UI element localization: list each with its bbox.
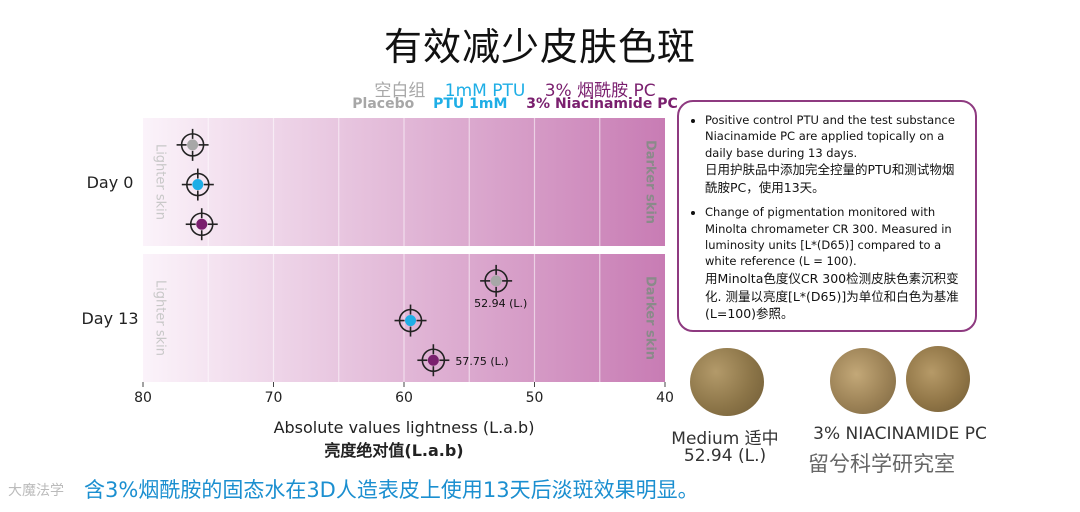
legend-placebo-en: Placebo: [352, 96, 415, 112]
panel-label: Day 13: [81, 309, 138, 328]
info-item-1: Positive control PTU and the test substa…: [705, 112, 965, 196]
x-tick-label: 40: [656, 390, 674, 406]
skin-swatch-medium: [690, 348, 764, 416]
info-item-2-cn: 用Minolta色度仪CR 300检测皮肤色素沉积变化. 测量以亮度[L*(D6…: [705, 270, 959, 322]
darker-skin-label: Darker skin: [643, 140, 658, 224]
info-box: Positive control PTU and the test substa…: [677, 100, 977, 332]
legend-niacinamide-en: 3% Niacinamide PC: [526, 96, 678, 112]
info-item-2: Change of pigmentation monitored with Mi…: [705, 204, 965, 323]
page-title: 有效减少皮肤色斑: [383, 25, 696, 69]
x-tick-label: 50: [526, 390, 544, 406]
darker-skin-label: Darker skin: [643, 276, 658, 360]
skin-swatch-niacinamide-1: [830, 348, 896, 414]
data-point-niacinamide: [196, 218, 208, 230]
data-point-niacinamide: [427, 354, 439, 366]
data-label-niacinamide: 57.75 (L.): [455, 355, 508, 368]
info-item-1-cn: 日用护肤品中添加完全控量的PTU和测试物烟酰胺PC，使用13天。: [705, 161, 955, 195]
legend-ptu-en: PTU 1mM: [433, 96, 508, 112]
x-axis-label: Absolute values lightness (L.a.b): [274, 418, 535, 437]
panel-label: Day 0: [87, 173, 134, 192]
legend-placebo-cn: 空白组: [374, 81, 426, 101]
swatch-medium-label: Medium 适中: [671, 429, 779, 449]
lighter-skin-label: Lighter skin: [153, 144, 168, 220]
legend-en: Placebo PTU 1mM 3% Niacinamide PC: [305, 96, 725, 112]
watermark-right: 留兮科学研究室: [808, 452, 955, 476]
legend-ptu-cn: 1mM PTU: [444, 81, 526, 101]
caption: 含3%烟酰胺的固态水在3D人造表皮上使用13天后淡斑效果明显。: [84, 478, 699, 502]
skin-swatch-niacinamide-2: [906, 346, 970, 412]
x-tick-label: 80: [134, 390, 152, 406]
info-item-2-en: Change of pigmentation monitored with Mi…: [705, 205, 952, 269]
info-item-1-en: Positive control PTU and the test substa…: [705, 113, 955, 160]
swatch-medium-value: 52.94 (L.): [683, 446, 767, 466]
data-point-placebo: [187, 139, 199, 151]
data-point-ptu: [405, 315, 417, 327]
x-tick-label: 60: [395, 390, 413, 406]
data-point-placebo: [490, 275, 502, 287]
legend-cn: 空白组 1mM PTU 3% 烟酰胺 PC: [305, 76, 725, 101]
lighter-skin-label: Lighter skin: [153, 280, 168, 356]
legend-niacinamide-cn: 3% 烟酰胺 PC: [544, 81, 656, 101]
x-tick-label: 70: [265, 390, 283, 406]
data-label-placebo: 52.94 (L.): [474, 297, 527, 310]
x-axis-label-cn: 亮度绝对值(L.a.b): [324, 441, 463, 460]
swatch-niacinamide-label: 3% NIACINAMIDE PC: [813, 424, 987, 444]
watermark-left: 大魔法学: [8, 483, 64, 499]
data-point-ptu: [192, 179, 204, 191]
